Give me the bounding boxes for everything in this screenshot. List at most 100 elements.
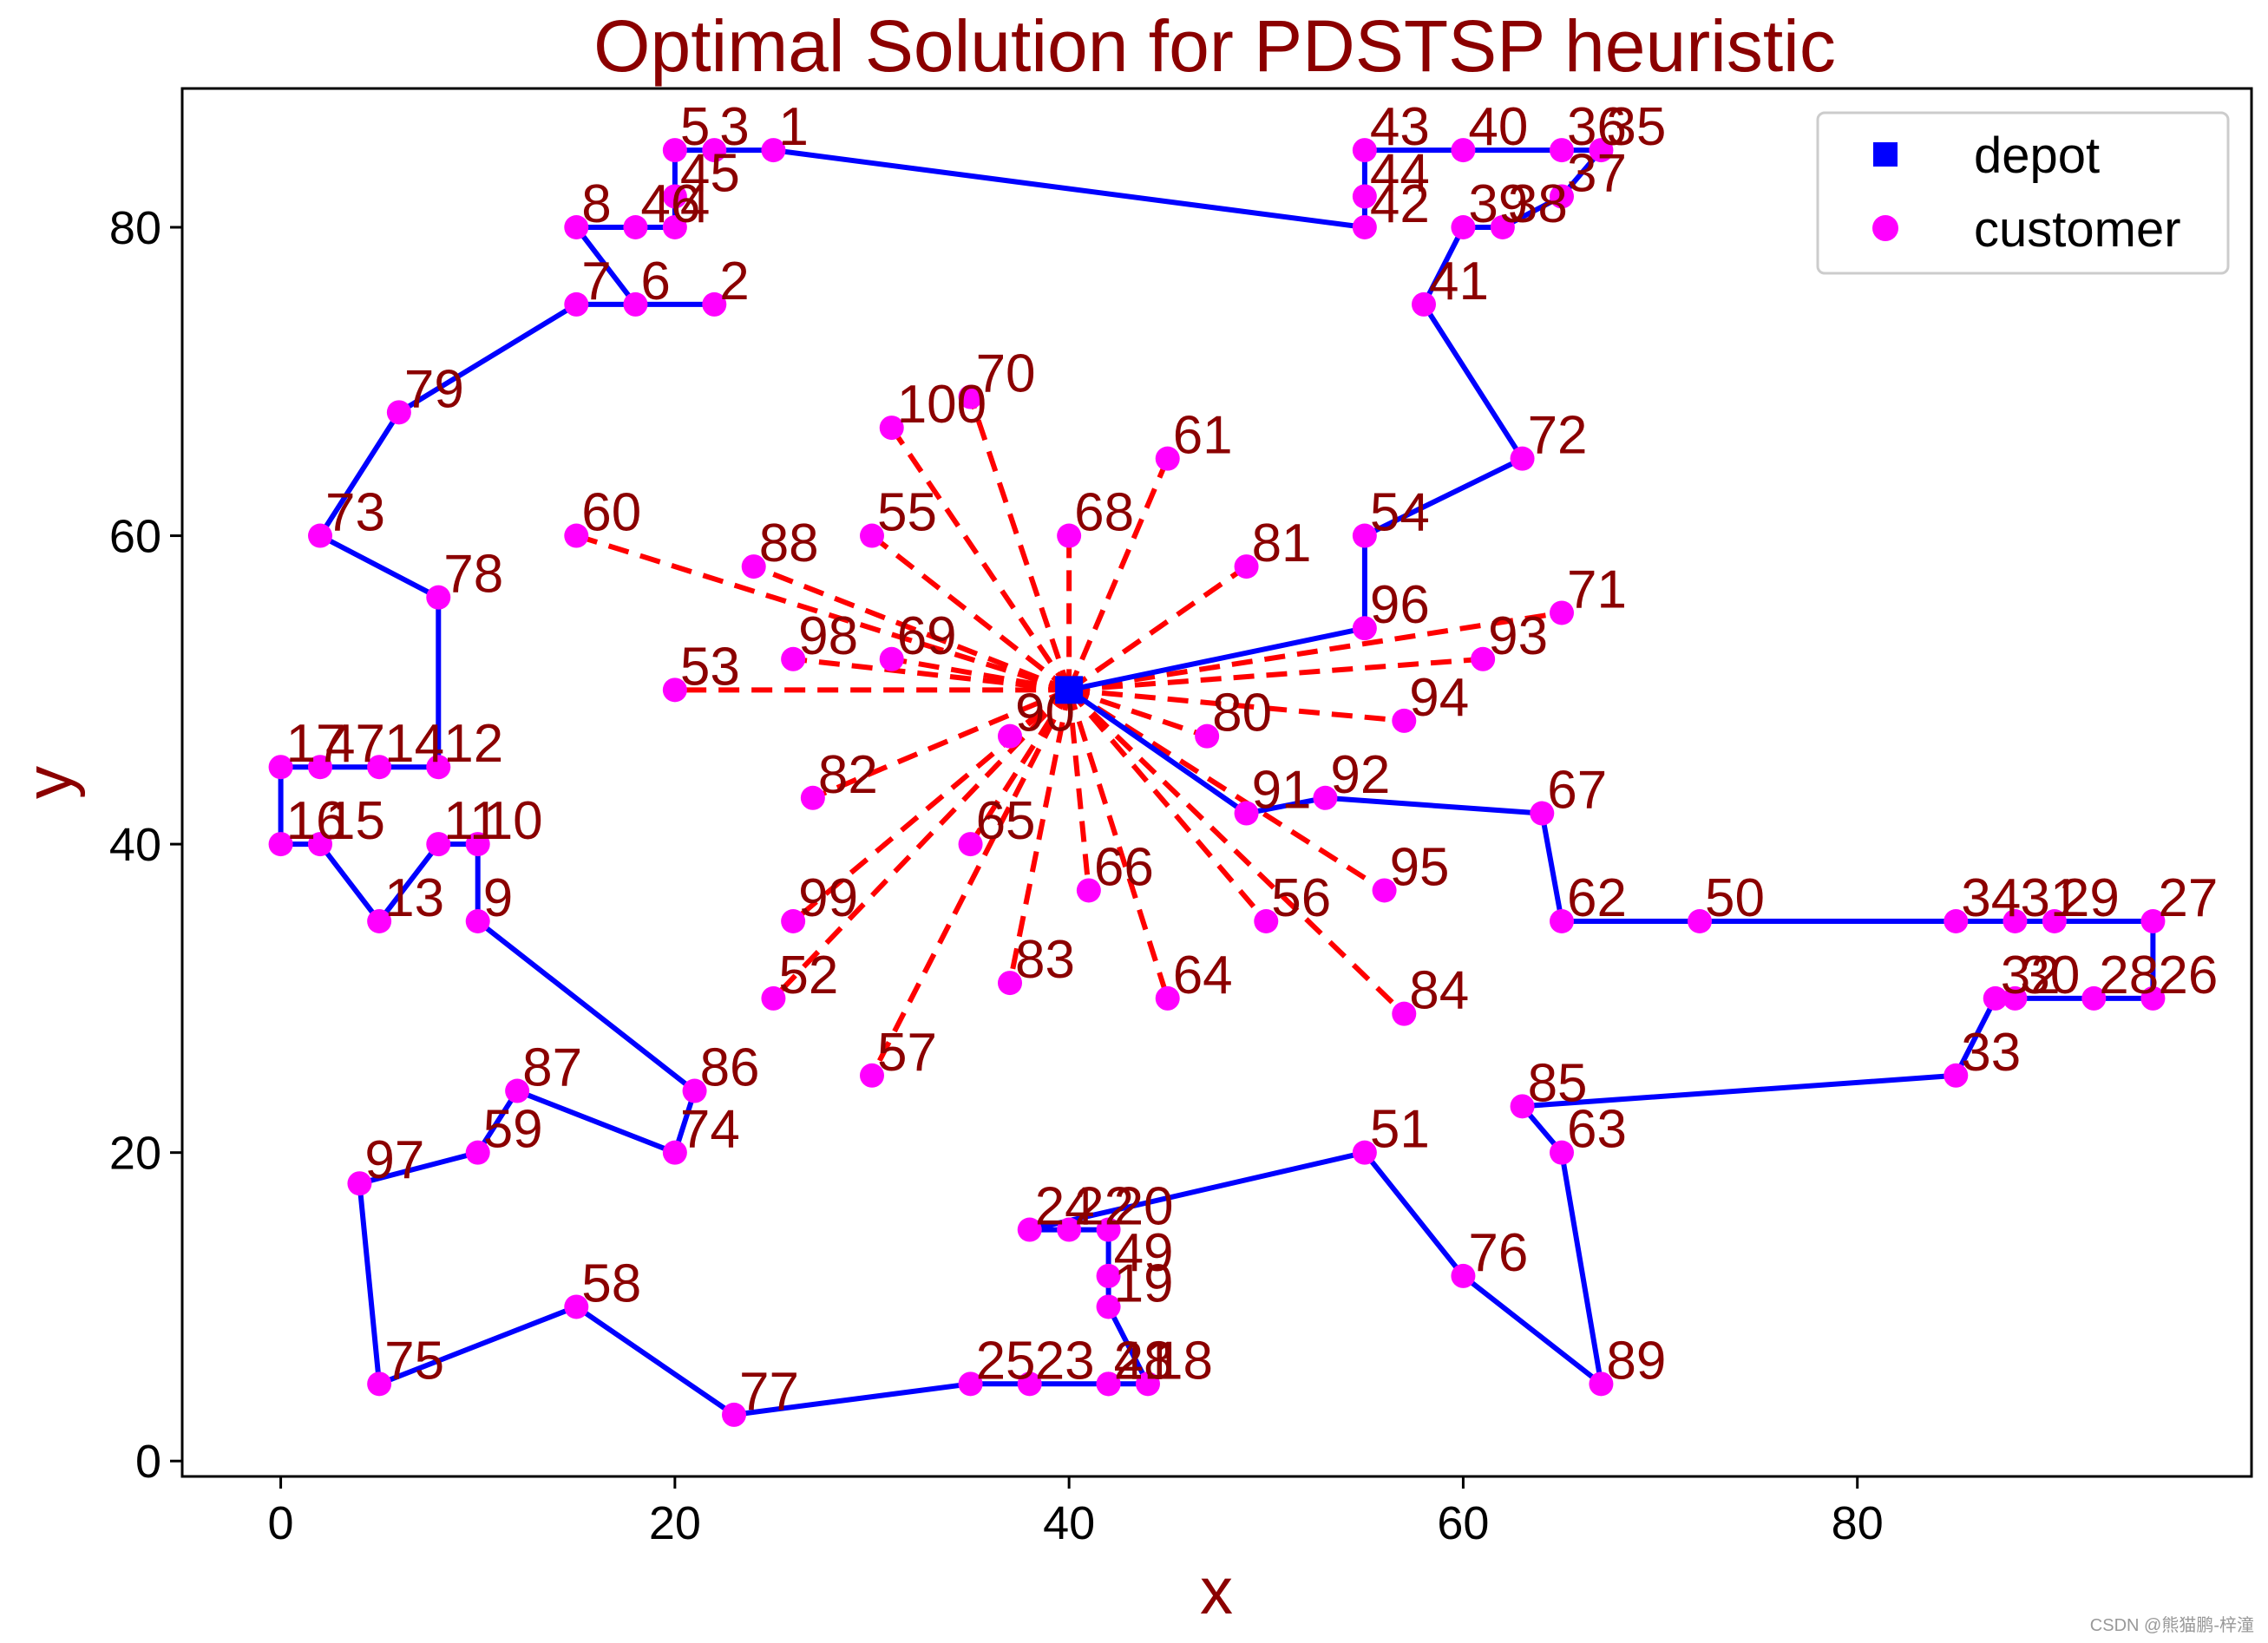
customer-point bbox=[623, 291, 648, 317]
drone-route-line bbox=[968, 688, 1072, 846]
customer-point bbox=[1392, 708, 1417, 733]
customer-label: 18 bbox=[1153, 1331, 1213, 1391]
customer-point bbox=[465, 1140, 490, 1165]
customer-point bbox=[1471, 646, 1496, 671]
customer-label: 44 bbox=[1370, 143, 1430, 203]
drone-route-line bbox=[1066, 689, 1170, 999]
legend: depot customer bbox=[1816, 111, 2230, 275]
watermark: CSDN @熊猫鹏-梓潼 bbox=[2089, 1616, 2254, 1635]
axis-ticks: 0 20 40 60 80 0 20 40 60 80 bbox=[109, 202, 1884, 1549]
customer-label: 74 bbox=[680, 1100, 740, 1160]
customer-label: 62 bbox=[1567, 868, 1627, 928]
customer-point bbox=[682, 1078, 707, 1103]
customer-label: 100 bbox=[897, 375, 987, 435]
customer-label: 93 bbox=[1488, 606, 1548, 666]
customer-label: 60 bbox=[581, 483, 641, 543]
customer-label: 65 bbox=[976, 791, 1036, 851]
customer-point bbox=[367, 755, 392, 780]
drone-route-line bbox=[791, 688, 1072, 924]
drone-route-line bbox=[1067, 564, 1249, 692]
customer-point bbox=[1983, 985, 2008, 1011]
customer-point bbox=[308, 523, 332, 548]
chart-title: Optimal Solution for PDSTSP heuristic bbox=[593, 5, 1836, 87]
y-tick-label: 80 bbox=[109, 202, 161, 254]
legend-depot-label: depot bbox=[1974, 128, 2100, 184]
customer-point bbox=[1589, 138, 1614, 163]
customer-point bbox=[426, 832, 451, 857]
customer-label: 82 bbox=[818, 745, 878, 805]
customer-point bbox=[1096, 1217, 1121, 1242]
customer-point bbox=[386, 400, 411, 425]
customer-label: 7 bbox=[581, 252, 611, 311]
customer-point bbox=[1313, 785, 1338, 810]
customer-label: 12 bbox=[443, 714, 503, 774]
drone-route-line bbox=[1007, 689, 1072, 984]
customer-label: 73 bbox=[325, 483, 385, 543]
customer-label: 5 bbox=[680, 97, 710, 157]
customer-point bbox=[781, 646, 806, 671]
customer-label: 63 bbox=[1567, 1100, 1627, 1160]
drone-route-line bbox=[1067, 687, 1386, 893]
customer-label: 78 bbox=[443, 545, 503, 605]
customer-label: 69 bbox=[897, 606, 957, 666]
customer-label: 26 bbox=[2158, 946, 2218, 1005]
customer-point bbox=[1510, 446, 1535, 471]
customer-point bbox=[1550, 184, 1574, 209]
customer-label: 83 bbox=[1015, 930, 1075, 990]
customer-point bbox=[958, 832, 983, 857]
node-labels: 1234567891011121314151617181920212223242… bbox=[286, 97, 2219, 1422]
customer-label: 96 bbox=[1370, 575, 1430, 635]
customer-label: 20 bbox=[1114, 1177, 1174, 1237]
customer-point bbox=[308, 832, 332, 857]
customer-point bbox=[1195, 723, 1220, 749]
customer-label: 37 bbox=[1567, 143, 1627, 203]
drone-routes bbox=[575, 396, 1563, 1077]
customer-label: 85 bbox=[1528, 1053, 1588, 1113]
customer-point bbox=[1352, 616, 1377, 641]
customer-label: 40 bbox=[1468, 97, 1528, 157]
customer-label: 55 bbox=[877, 483, 937, 543]
customer-label: 21 bbox=[1114, 1331, 1174, 1391]
x-tick-label: 0 bbox=[268, 1497, 294, 1549]
drone-route-line bbox=[1068, 610, 1563, 693]
legend-customer-marker bbox=[1872, 215, 1898, 241]
customer-point bbox=[564, 523, 589, 548]
customer-label: 13 bbox=[384, 868, 444, 928]
customer-point bbox=[1451, 1263, 1476, 1288]
customer-label: 38 bbox=[1508, 174, 1568, 234]
customer-point bbox=[662, 184, 687, 209]
x-tick-label: 40 bbox=[1043, 1497, 1095, 1549]
customer-label: 32 bbox=[2001, 946, 2061, 1005]
customer-label: 66 bbox=[1094, 837, 1154, 897]
customer-label: 67 bbox=[1547, 761, 1607, 821]
customer-point bbox=[1589, 1371, 1614, 1397]
drone-route-line bbox=[792, 656, 1070, 693]
y-tick-label: 0 bbox=[135, 1436, 161, 1488]
customer-label: 35 bbox=[1606, 97, 1666, 157]
drone-route-line bbox=[1068, 687, 1405, 723]
customer-label: 28 bbox=[2099, 946, 2159, 1005]
customer-label: 71 bbox=[1567, 560, 1627, 619]
customer-point bbox=[1155, 446, 1180, 471]
customer-point bbox=[2140, 909, 2166, 933]
customer-point bbox=[308, 755, 332, 780]
customer-point bbox=[879, 646, 904, 671]
customer-point bbox=[662, 138, 687, 163]
customer-point bbox=[564, 291, 589, 317]
customer-point bbox=[1352, 138, 1377, 163]
customer-point bbox=[1254, 909, 1279, 933]
customer-point bbox=[1076, 878, 1101, 903]
customer-label: 59 bbox=[483, 1100, 543, 1160]
customer-point bbox=[998, 723, 1022, 749]
x-axis-label: x bbox=[1200, 1555, 1233, 1628]
depot-marker bbox=[1055, 676, 1084, 704]
x-tick-label: 80 bbox=[1832, 1497, 1884, 1549]
customer-point bbox=[1352, 523, 1377, 548]
customer-label: 88 bbox=[759, 514, 819, 573]
customer-point bbox=[1096, 1371, 1121, 1397]
customer-label: 97 bbox=[364, 1130, 424, 1190]
customer-point bbox=[761, 138, 786, 163]
customer-label: 75 bbox=[384, 1331, 444, 1391]
customer-point bbox=[426, 755, 451, 780]
customer-label: 42 bbox=[1370, 174, 1430, 234]
